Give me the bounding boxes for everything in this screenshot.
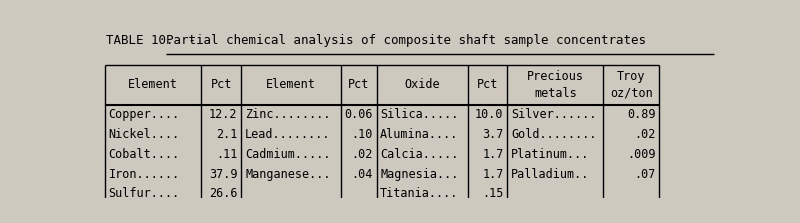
Text: 37.9: 37.9: [209, 167, 238, 180]
Text: Copper....: Copper....: [109, 108, 180, 121]
Text: 0.06: 0.06: [344, 108, 373, 121]
Text: Magnesia...: Magnesia...: [380, 167, 458, 180]
Text: TABLE 10.  -: TABLE 10. -: [106, 35, 204, 47]
Text: 10.0: 10.0: [475, 108, 504, 121]
Text: Precious
metals: Precious metals: [527, 70, 584, 100]
Text: Lead........: Lead........: [245, 128, 330, 141]
Text: Element: Element: [128, 78, 178, 91]
Text: Calcia.....: Calcia.....: [380, 148, 458, 161]
Text: 1.7: 1.7: [482, 167, 504, 180]
Text: .07: .07: [634, 167, 655, 180]
Text: Alumina....: Alumina....: [380, 128, 458, 141]
Text: Troy
oz/ton: Troy oz/ton: [610, 70, 653, 100]
Text: Titania....: Titania....: [380, 187, 458, 200]
Text: 26.6: 26.6: [209, 187, 238, 200]
Text: 2.1: 2.1: [216, 128, 238, 141]
Text: 12.2: 12.2: [209, 108, 238, 121]
Text: Nickel....: Nickel....: [109, 128, 180, 141]
Text: 1.7: 1.7: [482, 148, 504, 161]
Text: .15: .15: [482, 187, 504, 200]
Text: 0.89: 0.89: [627, 108, 655, 121]
Text: Pct: Pct: [477, 78, 498, 91]
Text: Pct: Pct: [348, 78, 370, 91]
Text: Element: Element: [266, 78, 316, 91]
Text: Silver......: Silver......: [511, 108, 597, 121]
Text: .11: .11: [216, 148, 238, 161]
Text: Pct: Pct: [210, 78, 232, 91]
Text: Zinc........: Zinc........: [245, 108, 330, 121]
Text: .04: .04: [351, 167, 373, 180]
Text: Iron......: Iron......: [109, 167, 180, 180]
Text: .02: .02: [351, 148, 373, 161]
Text: Oxide: Oxide: [405, 78, 440, 91]
Text: .02: .02: [634, 128, 655, 141]
Text: Manganese...: Manganese...: [245, 167, 330, 180]
Text: Cadmium.....: Cadmium.....: [245, 148, 330, 161]
Text: Sulfur....: Sulfur....: [109, 187, 180, 200]
Text: Platinum...: Platinum...: [511, 148, 590, 161]
Text: Gold........: Gold........: [511, 128, 597, 141]
Text: Partial chemical analysis of composite shaft sample concentrates: Partial chemical analysis of composite s…: [166, 35, 646, 47]
Text: 3.7: 3.7: [482, 128, 504, 141]
Text: Palladium..: Palladium..: [511, 167, 590, 180]
Text: .009: .009: [627, 148, 655, 161]
Text: .10: .10: [351, 128, 373, 141]
Text: Silica.....: Silica.....: [380, 108, 458, 121]
Text: Cobalt....: Cobalt....: [109, 148, 180, 161]
